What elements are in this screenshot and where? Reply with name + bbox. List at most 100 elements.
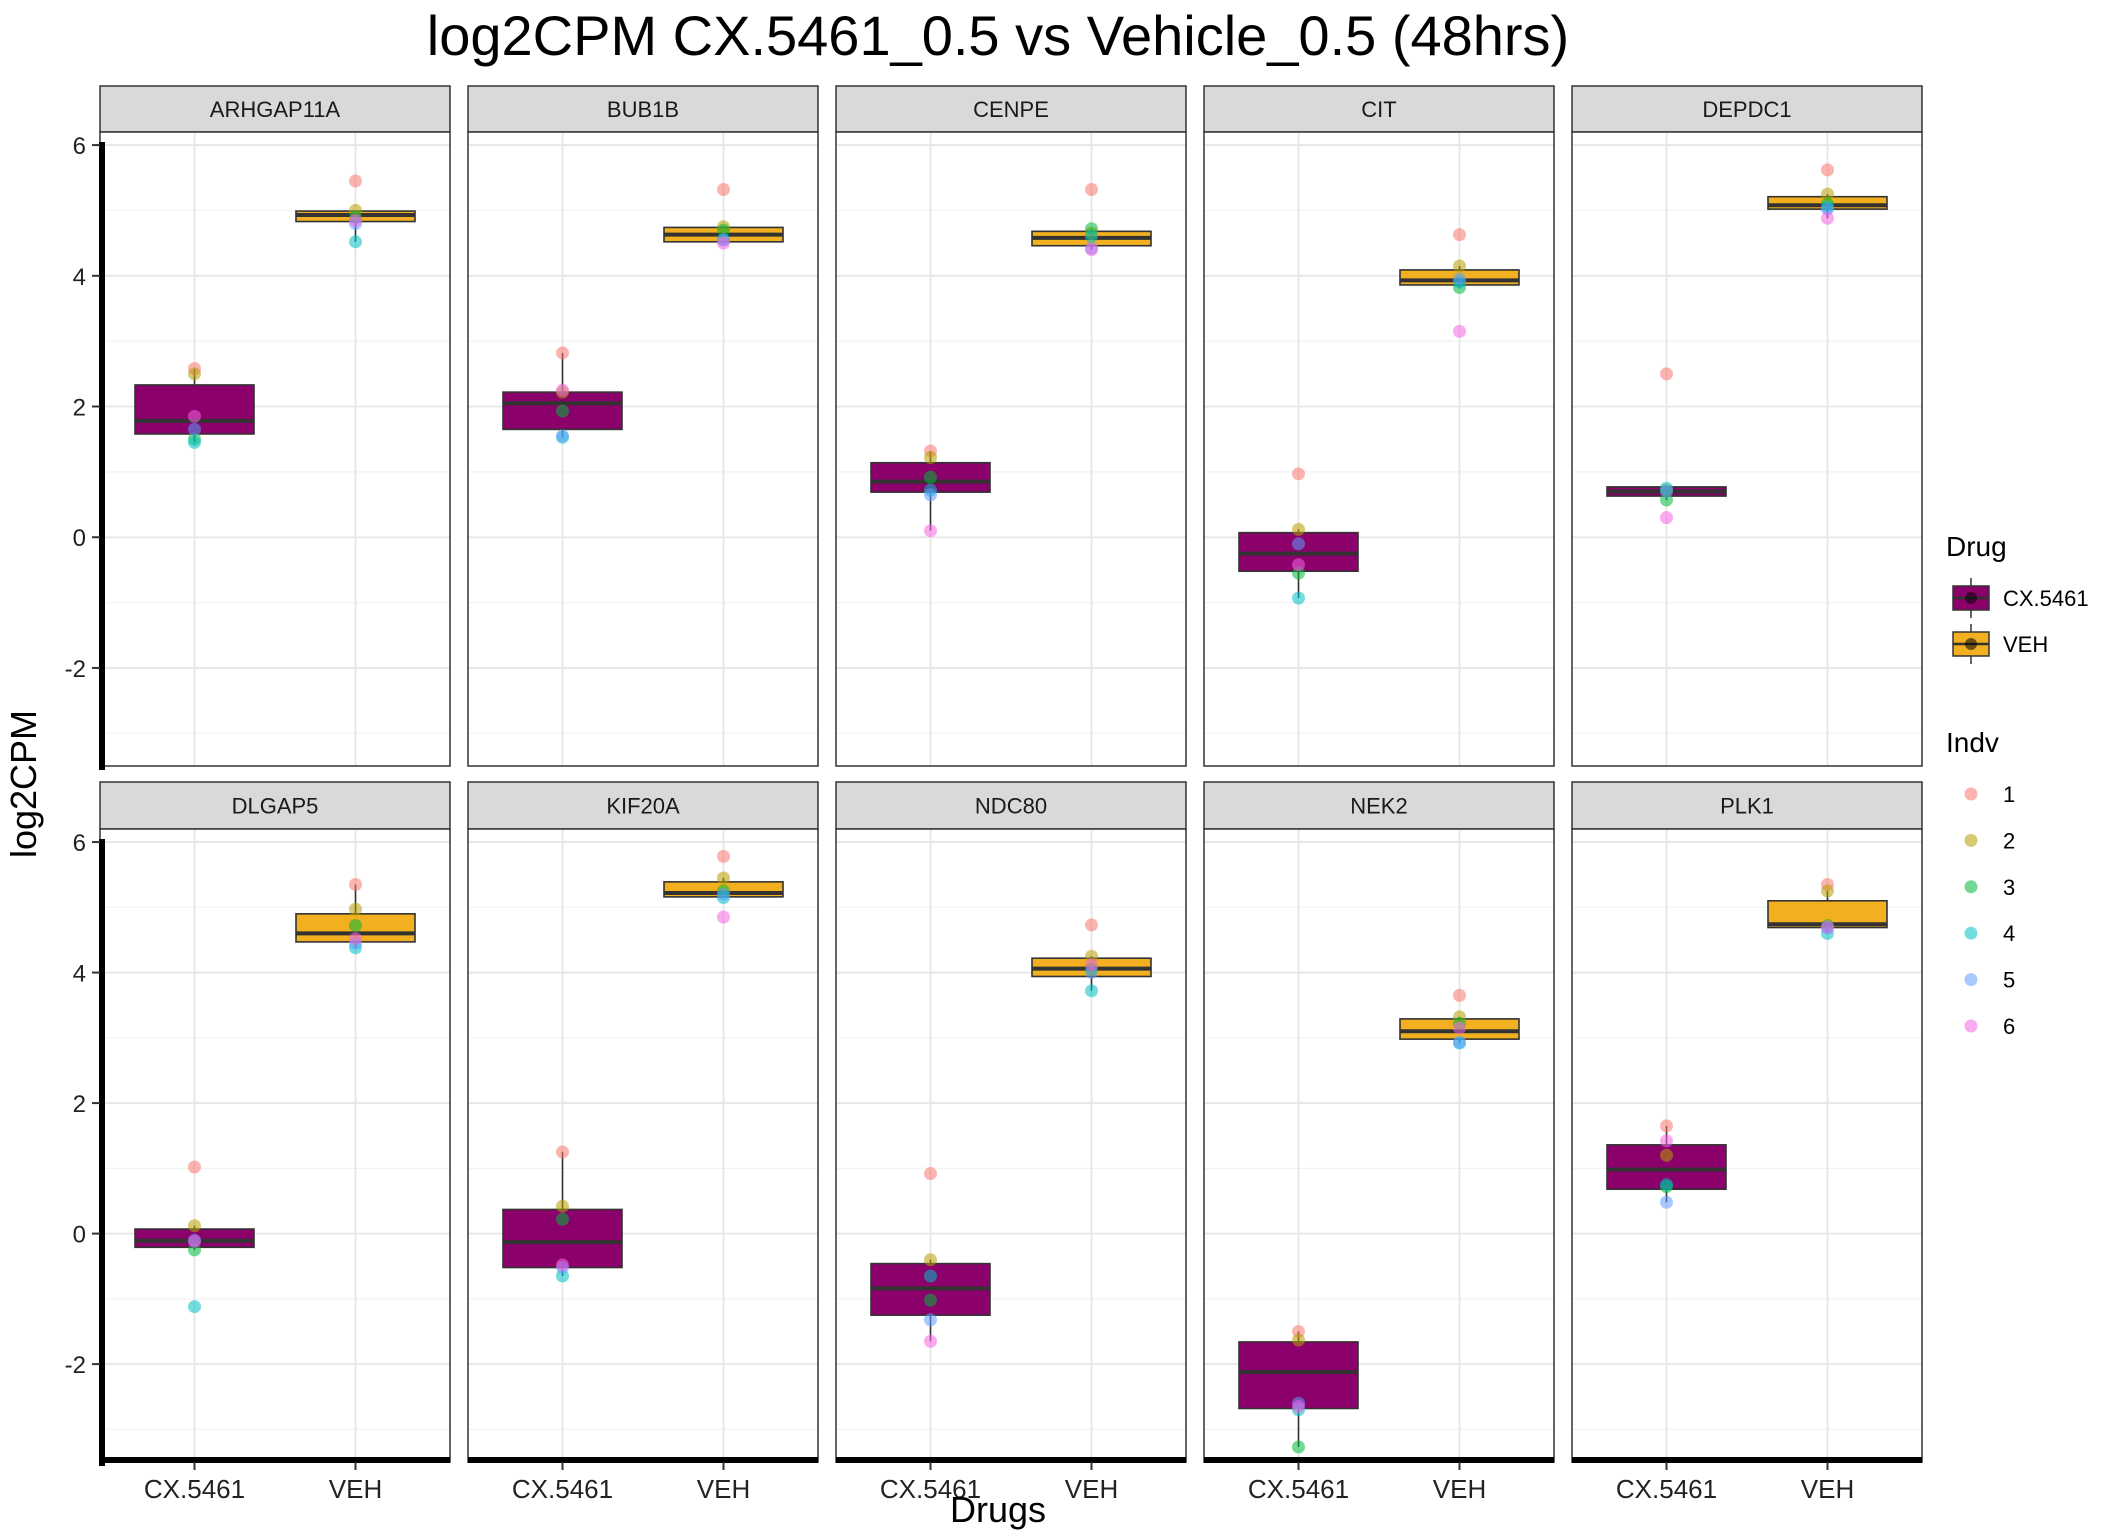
- data-point-indv-5: [1453, 1035, 1466, 1049]
- data-point-indv-6: [1085, 243, 1098, 257]
- panel-background: [836, 132, 1186, 766]
- panel-background: [1204, 132, 1554, 766]
- legend-key-point: [1965, 638, 1977, 650]
- data-point-indv-5: [924, 488, 937, 502]
- facet-strip-label: KIF20A: [606, 794, 680, 819]
- panel-border: [835, 131, 1187, 767]
- data-point-indv-1: [1085, 918, 1098, 932]
- panel-border: [1203, 131, 1555, 767]
- facet-panel-dlgap5: DLGAP5 -2 0 2 4 6 CX.5461 VEH: [65, 781, 451, 1504]
- facet-strip: [99, 85, 451, 133]
- y-tick-label: 4: [73, 264, 86, 291]
- x-tick-label: CX.5461: [144, 1474, 245, 1504]
- x-tick-label: VEH: [1433, 1474, 1486, 1504]
- box-cx.5461: [502, 1208, 623, 1269]
- legend: Drug CX.5461 VEH Indv 1 2 3 4 5 6: [1946, 531, 2089, 1039]
- data-point-indv-6: [717, 910, 730, 924]
- facet-panel-depdc1: DEPDC1: [1571, 85, 1923, 767]
- legend-indv-items: 1 2 3 4 5 6: [1964, 782, 2015, 1039]
- y-tick-label: -2: [65, 1352, 86, 1379]
- y-tick-label: 0: [73, 525, 86, 552]
- legend-drug-items: CX.5461 VEH: [1952, 578, 2089, 664]
- data-point-indv-4: [188, 435, 201, 449]
- facet-panel-arhgap11a: ARHGAP11A -2 0 2 4 6: [65, 85, 451, 770]
- legend-indv-label: 2: [2003, 828, 2015, 853]
- facet-strip-label: DEPDC1: [1702, 97, 1791, 122]
- x-axis-title: Drugs: [950, 1489, 1046, 1530]
- legend-indv-swatch: [1964, 787, 1978, 801]
- data-point-indv-2: [924, 450, 937, 464]
- panel-border: [1571, 131, 1923, 767]
- data-point-indv-6: [1821, 920, 1834, 934]
- facet-strip-label: DLGAP5: [232, 794, 319, 819]
- data-point-indv-4: [1085, 984, 1098, 998]
- data-point-indv-2: [1660, 1148, 1673, 1162]
- facet-strip: [467, 85, 819, 133]
- legend-drug-title: Drug: [1946, 531, 2007, 562]
- panel-background: [1572, 132, 1922, 766]
- data-point-indv-3: [556, 404, 569, 418]
- panel-background: [468, 829, 818, 1462]
- facet-panels: ARHGAP11A -2 0 2 4 6 BUB1B CENPE CIT DEPDC1 DLGAP5…: [65, 85, 1923, 1504]
- x-tick-label: VEH: [1801, 1474, 1854, 1504]
- data-point-indv-4: [188, 1300, 201, 1314]
- facet-strip-label: NDC80: [975, 794, 1047, 819]
- data-point-indv-1: [1453, 988, 1466, 1002]
- data-point-indv-5: [1292, 537, 1305, 551]
- legend-indv-item-4: 4: [1964, 921, 2015, 946]
- y-tick-label: 4: [73, 961, 86, 988]
- legend-indv-swatch: [1964, 926, 1978, 940]
- legend-indv-label: 5: [2003, 968, 2015, 993]
- facet-strip-label: BUB1B: [607, 97, 679, 122]
- data-point-indv-2: [349, 902, 362, 916]
- data-point-indv-6: [556, 383, 569, 397]
- data-point-indv-5: [1821, 202, 1834, 216]
- legend-indv-item-3: 3: [1964, 875, 2015, 900]
- data-point-indv-3: [717, 223, 730, 237]
- data-point-indv-1: [556, 346, 569, 360]
- data-point-indv-1: [717, 849, 730, 863]
- data-point-indv-5: [924, 1313, 937, 1327]
- x-tick-label: VEH: [329, 1474, 382, 1504]
- data-point-indv-2: [188, 367, 201, 381]
- facet-panel-plk1: PLK1 CX.5461 VEH: [1571, 781, 1923, 1504]
- legend-drug-label: VEH: [2003, 632, 2048, 657]
- data-point-indv-1: [556, 1145, 569, 1159]
- data-point-indv-6: [1660, 1134, 1673, 1148]
- data-point-indv-6: [1821, 211, 1834, 225]
- data-point-indv-4: [349, 235, 362, 249]
- data-point-indv-6: [1292, 558, 1305, 572]
- legend-indv-label: 6: [2003, 1014, 2015, 1039]
- facet-panel-bub1b: BUB1B: [467, 85, 819, 767]
- legend-indv-item-5: 5: [1964, 968, 2015, 993]
- data-point-indv-1: [1660, 367, 1673, 381]
- data-point-indv-6: [924, 524, 937, 538]
- data-point-indv-5: [1660, 1195, 1673, 1209]
- x-tick-label: CX.5461: [880, 1474, 981, 1504]
- facet-panel-kif20a: KIF20A CX.5461 VEH: [467, 781, 819, 1504]
- legend-drug-item-cx.5461: CX.5461: [1952, 578, 2089, 618]
- legend-indv-item-2: 2: [1964, 828, 2015, 853]
- facet-panel-nek2: NEK2 CX.5461 VEH: [1203, 781, 1555, 1504]
- y-tick-label: 0: [73, 1222, 86, 1249]
- data-point-indv-2: [717, 871, 730, 885]
- data-point-indv-2: [1453, 259, 1466, 273]
- data-point-indv-6: [188, 1234, 201, 1248]
- legend-drug-item-veh: VEH: [1952, 624, 2048, 664]
- data-point-indv-1: [924, 1167, 937, 1181]
- legend-indv-label: 1: [2003, 782, 2015, 807]
- facet-strip: [835, 781, 1187, 830]
- data-point-indv-1: [349, 174, 362, 188]
- legend-indv-swatch: [1964, 1019, 1978, 1033]
- facet-strip-label: CENPE: [973, 97, 1049, 122]
- x-tick-label: CX.5461: [512, 1474, 613, 1504]
- facet-strip-label: NEK2: [1350, 794, 1407, 819]
- data-point-indv-3: [349, 919, 362, 933]
- facet-strip-label: ARHGAP11A: [210, 97, 341, 122]
- data-point-indv-1: [1660, 1119, 1673, 1133]
- data-point-indv-3: [924, 1293, 937, 1307]
- data-point-indv-1: [1085, 183, 1098, 197]
- legend-indv-swatch: [1964, 833, 1978, 847]
- panel-border: [467, 131, 819, 767]
